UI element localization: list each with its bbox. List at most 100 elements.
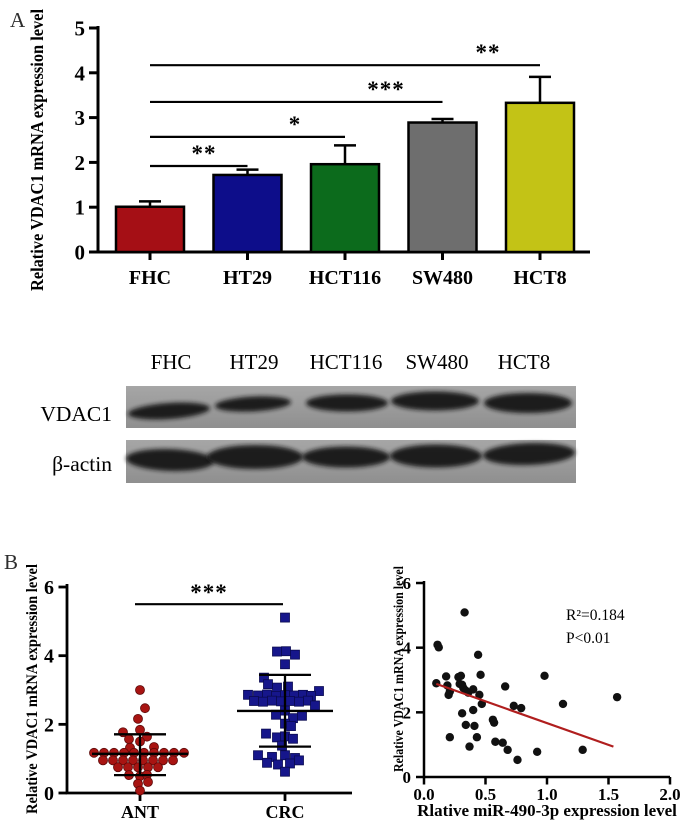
scatter-point: [532, 747, 542, 756]
bar-hct116: [309, 162, 381, 254]
crc-square: [267, 752, 277, 762]
scatter-point: [445, 733, 455, 742]
blot-band: [484, 393, 572, 413]
ant-dot: [135, 785, 145, 796]
x-category-label: SW480: [412, 267, 473, 289]
blot-lane-label: HCT8: [498, 350, 551, 374]
y-tick-label: 0: [44, 783, 54, 805]
y-tick-label: 2: [44, 714, 54, 736]
ant-dot: [118, 755, 128, 766]
crc-square: [310, 700, 320, 711]
scatter-point: [470, 721, 479, 731]
scatter-point: [476, 670, 485, 680]
scatter-y-axis-title: Relative VDAC1 mRNA expression level: [391, 566, 406, 772]
ant-dot: [135, 685, 145, 695]
y-tick-label: 4: [44, 646, 54, 668]
crc-square: [280, 612, 290, 623]
y-tick-label: 4: [75, 61, 86, 85]
x-tick-label: 2.0: [659, 785, 680, 804]
bar-hct8: [504, 101, 576, 254]
crc-square: [281, 646, 291, 657]
bar-chart-y-axis-title: Relative VDAC1 mRNA expression level: [27, 9, 47, 291]
group-label-crc: CRC: [266, 802, 305, 822]
y-tick-label: 2: [403, 703, 412, 722]
regression-line: [435, 682, 614, 748]
ant-dot: [113, 762, 123, 773]
y-tick-label: 6: [403, 574, 412, 593]
crc-square: [243, 689, 253, 700]
crc-square: [294, 755, 304, 766]
blot-row-label-beta-actin: β-actin: [52, 452, 112, 476]
y-tick-label: 0: [403, 768, 412, 787]
y-tick-label: 6: [44, 577, 54, 599]
blot-row-label-vdac1: VDAC1: [40, 402, 112, 426]
scatter-point: [516, 703, 526, 713]
western-blot: FHC HT29 HCT116 SW480 HCT8: [126, 350, 576, 483]
crc-square: [285, 696, 295, 706]
x-tick-label: 1.0: [536, 785, 557, 804]
y-tick-label: 2: [75, 151, 86, 175]
x-tick-label: 0.0: [413, 785, 434, 804]
crc-square: [258, 696, 268, 707]
blot-band: [306, 394, 388, 412]
x-category-label: HCT116: [309, 267, 381, 289]
significance-stars: **: [192, 141, 217, 166]
ant-crc-dot-plot: 0 2 4 6 ANT CRC: [44, 577, 352, 822]
scatter-point: [460, 608, 469, 617]
scatter-point: [500, 682, 510, 691]
crc-square: [273, 759, 283, 770]
bar-fhc: [114, 205, 186, 254]
x-tick-label: 0.5: [475, 785, 496, 804]
blot-lane-label: HCT116: [310, 350, 383, 374]
blot-band: [207, 445, 303, 469]
ant-dot: [108, 755, 118, 766]
p-value-annotation: P<0.01: [566, 630, 611, 647]
x-category-label: FHC: [129, 267, 171, 289]
scatter-point: [457, 709, 467, 718]
scatter-x-axis-title: Rlative miR-490-3p expression level: [417, 801, 677, 820]
ant-dot: [98, 755, 108, 766]
significance-stars: ***: [367, 77, 405, 102]
scatter-point: [456, 671, 466, 681]
x-category-label: HT29: [223, 267, 272, 289]
crc-square: [280, 659, 290, 670]
crc-square: [253, 750, 263, 761]
blot-lane-label: FHC: [151, 350, 192, 374]
ant-dot: [124, 734, 134, 745]
blot-band: [390, 444, 482, 468]
scatter-point: [498, 738, 507, 747]
group-label-ant: ANT: [121, 802, 159, 822]
blot-band: [126, 448, 214, 472]
x-category-label: HCT8: [513, 267, 566, 289]
scatter-point: [441, 672, 451, 681]
crc-square: [288, 733, 298, 744]
crc-square: [262, 757, 272, 768]
crc-square: [267, 695, 277, 706]
ant-dot: [148, 755, 158, 766]
bar-ht29: [212, 173, 283, 254]
scatter-point: [432, 679, 441, 688]
y-tick-label: 4: [403, 639, 412, 658]
significance-stars: **: [476, 40, 501, 65]
panel-a-label: A: [10, 8, 26, 32]
ant-dot: [168, 755, 178, 766]
crc-square: [280, 766, 290, 777]
crc-square: [263, 679, 273, 690]
scatter-point: [612, 692, 622, 702]
blot-lane-label: SW480: [406, 350, 469, 374]
scatter-point: [434, 643, 443, 652]
ant-dot: [140, 703, 150, 714]
blot-band: [128, 402, 210, 420]
scatter-point: [513, 755, 522, 765]
panel-b-label: B: [4, 550, 18, 574]
y-tick-label: 1: [75, 196, 86, 220]
y-tick-label: 5: [75, 17, 86, 41]
y-tick-label: 0: [75, 241, 86, 265]
crc-square: [261, 728, 271, 739]
r-squared-annotation: R²=0.184: [566, 607, 625, 624]
crc-square: [249, 696, 259, 706]
scatter-point: [509, 701, 518, 711]
x-tick-label: 1.5: [598, 785, 619, 804]
